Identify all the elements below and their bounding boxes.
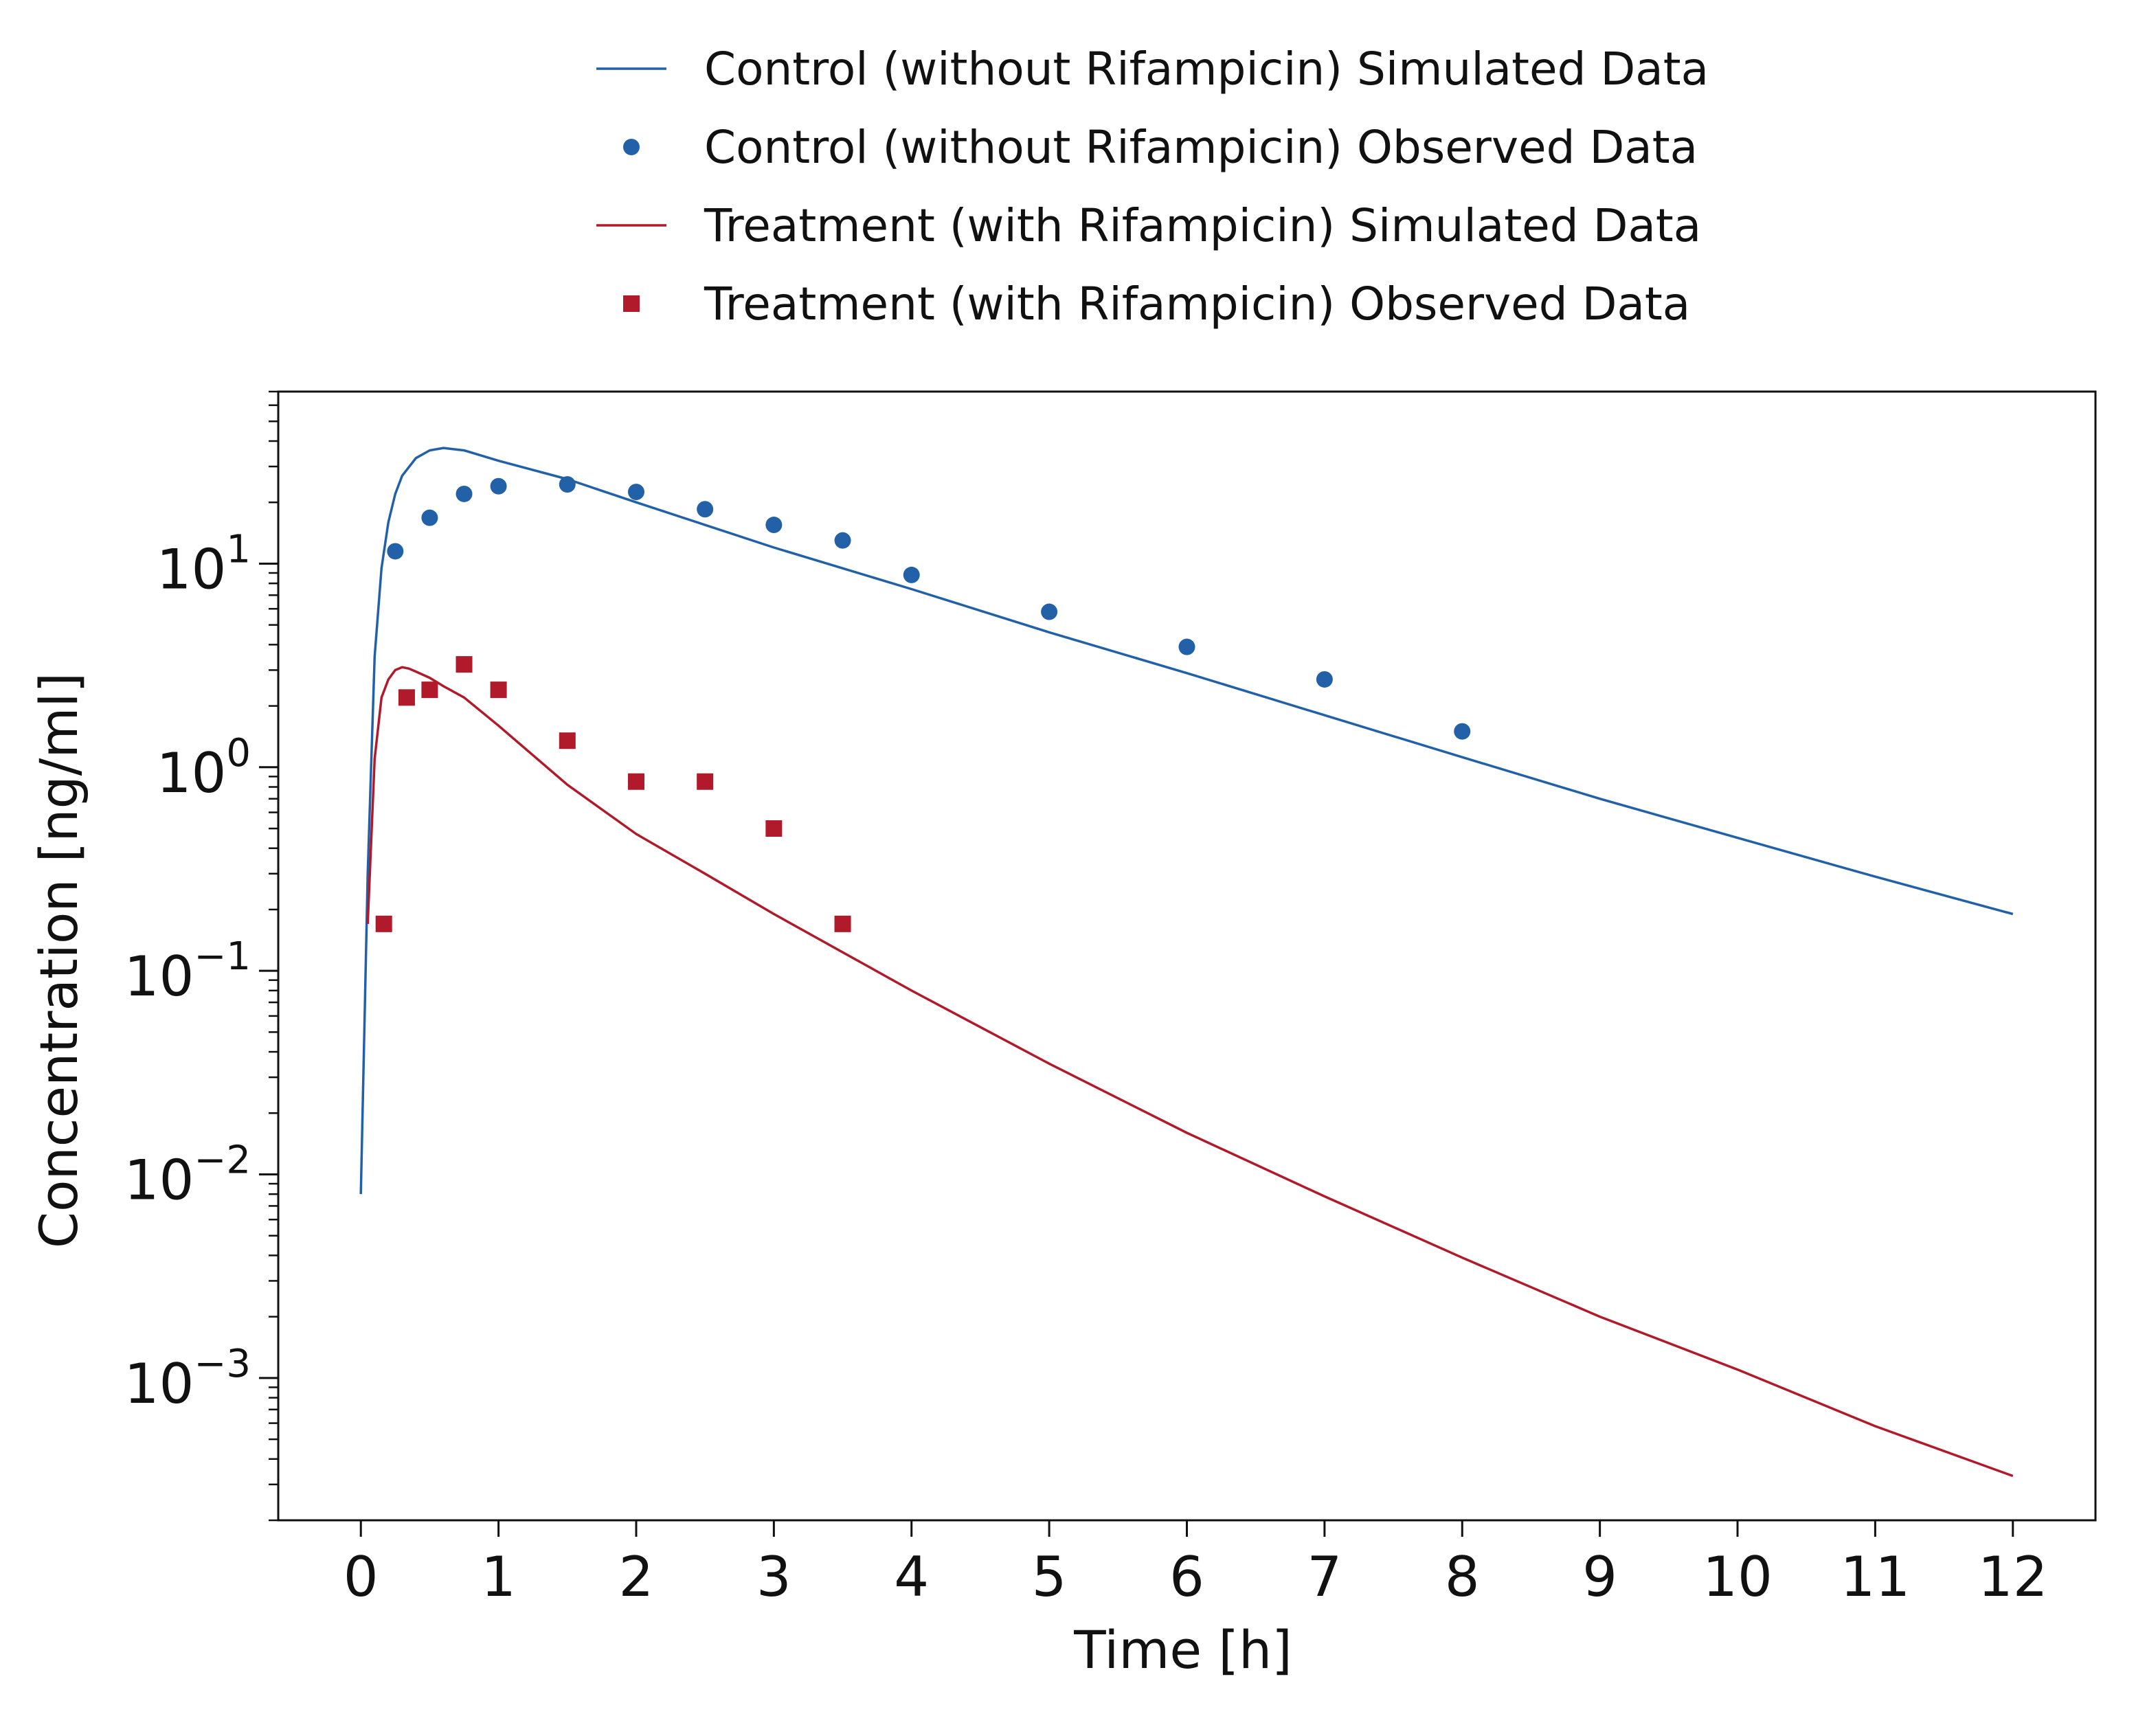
y-tick-mantissa: 10: [124, 945, 194, 1008]
y-tick-mantissa: 10: [124, 1149, 194, 1213]
data-point-circle: [1178, 638, 1195, 655]
y-tick-label: 100: [157, 731, 251, 805]
y-tick-mantissa: 10: [157, 537, 227, 601]
legend-square-swatch: [623, 295, 640, 312]
plot-frame: [277, 390, 2097, 1522]
x-axis: 0 1 2 3 4 5 6 7 8 9 10 11 12: [344, 1520, 2048, 1609]
data-point-square: [421, 681, 438, 699]
data-point-circle: [421, 509, 438, 526]
legend-label: Treatment (with Rifampicin) Observed Dat…: [704, 278, 1690, 330]
x-tick-label: 6: [1169, 1545, 1204, 1609]
data-point-circle: [834, 532, 851, 549]
x-tick-label: 4: [894, 1545, 929, 1609]
data-point-circle: [456, 485, 473, 502]
y-tick-label: 10−2: [124, 1138, 251, 1213]
x-tick-label: 2: [619, 1545, 654, 1609]
data-point-circle: [903, 566, 920, 583]
data-point-square: [490, 681, 507, 699]
legend-label: Control (without Rifampicin) Observed Da…: [704, 121, 1698, 174]
x-tick-label: 11: [1840, 1545, 1910, 1609]
data-point-square: [627, 773, 644, 790]
series-line-0: [359, 447, 2014, 1195]
y-tick-exponent: −2: [194, 1138, 251, 1183]
y-tick-exponent: 1: [226, 527, 251, 572]
data-point-square: [765, 820, 783, 837]
x-tick-label: 7: [1307, 1545, 1342, 1609]
data-point-square: [398, 689, 415, 706]
y-tick-label: 101: [157, 527, 251, 601]
data-point-square: [375, 915, 392, 932]
x-tick-label: 9: [1582, 1545, 1617, 1609]
data-point-square: [559, 732, 576, 749]
data-point-circle: [627, 484, 644, 501]
data-point-circle: [1454, 723, 1471, 740]
plot-area: [277, 390, 2097, 1522]
y-tick-exponent: −1: [194, 934, 251, 979]
x-tick-label: 5: [1032, 1545, 1067, 1609]
data-point-square: [697, 773, 714, 790]
y-tick-exponent: −3: [194, 1342, 251, 1386]
series-line-2: [366, 666, 2014, 1478]
x-axis-title: Time [h]: [1073, 1619, 1292, 1680]
x-tick-label: 3: [756, 1545, 791, 1609]
legend-label: Control (without Rifampicin) Simulated D…: [704, 43, 1709, 95]
y-tick-mantissa: 10: [157, 741, 227, 805]
x-tick-label: 10: [1702, 1545, 1773, 1609]
x-tick-label: 8: [1445, 1545, 1480, 1609]
data-point-circle: [765, 517, 783, 534]
y-axis-title: Concentration [ng/ml]: [28, 673, 89, 1248]
data-point-circle: [1316, 670, 1333, 688]
legend-circle-swatch: [623, 139, 640, 155]
legend: Control (without Rifampicin) Simulated D…: [596, 43, 1709, 330]
y-tick-label: 10−1: [124, 934, 251, 1008]
x-tick-label: 12: [1978, 1545, 2048, 1609]
x-tick-label: 0: [344, 1545, 379, 1609]
y-tick-exponent: 0: [226, 731, 251, 776]
y-tick-mantissa: 10: [124, 1352, 194, 1416]
data-point-square: [456, 656, 473, 673]
x-tick-label: 1: [481, 1545, 516, 1609]
data-point-square: [834, 915, 851, 932]
data-point-circle: [559, 476, 576, 493]
legend-label: Treatment (with Rifampicin) Simulated Da…: [704, 199, 1701, 252]
data-point-circle: [490, 477, 507, 495]
y-tick-label: 10−3: [124, 1342, 251, 1416]
data-point-circle: [1041, 603, 1058, 620]
data-point-circle: [697, 501, 714, 518]
data-point-circle: [387, 543, 404, 560]
